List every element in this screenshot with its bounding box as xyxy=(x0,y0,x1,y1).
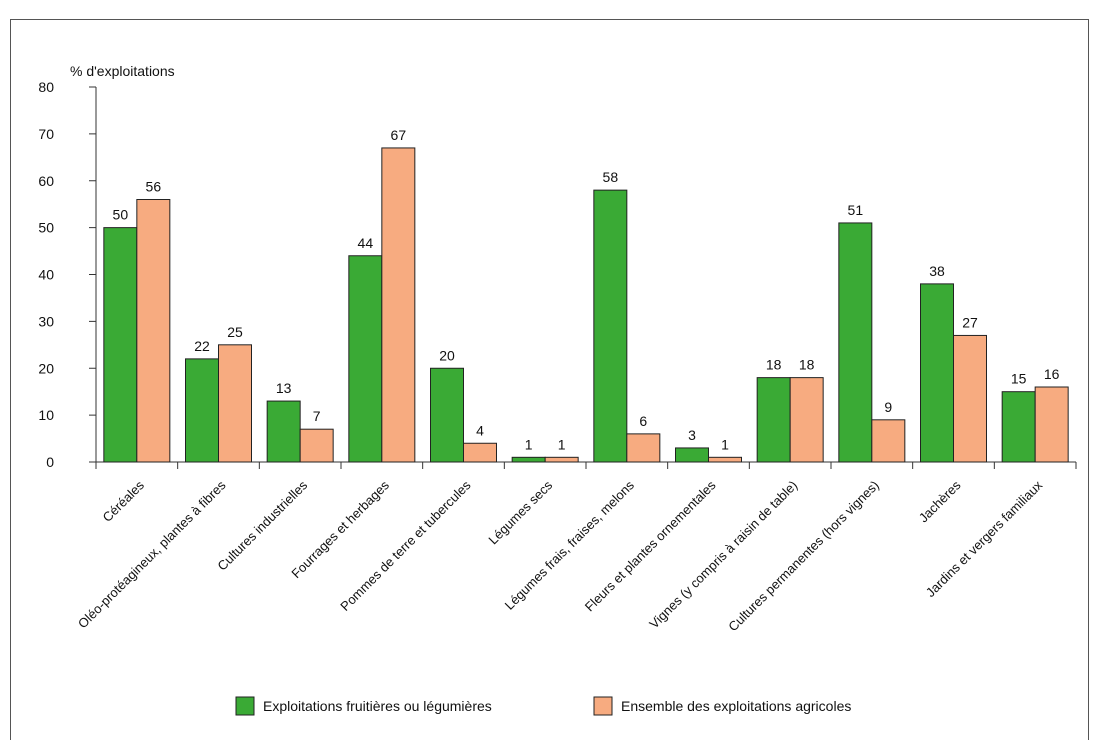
category-label: Céréales xyxy=(100,477,148,525)
category-label: Cultures permanentes (hors vignes) xyxy=(725,478,882,635)
bar-ensemble xyxy=(463,442,497,463)
bar-ensemble xyxy=(626,433,661,463)
y-tick-label: 30 xyxy=(38,313,54,329)
data-label: 51 xyxy=(848,202,864,218)
axes: 0 10 20 30 40 50 60 70 80 xyxy=(38,79,1077,470)
category-label: Fleurs et plantes ornementales xyxy=(582,477,719,614)
category-label: Vignes (y compris à raisin de table) xyxy=(646,478,800,632)
category-label: Pommes de terre et tubercules xyxy=(337,477,474,614)
bar-ensemble xyxy=(789,377,824,463)
value-labels: 50 56 22 25 13 7 44 67 20 4 1 1 58 6 3 1 18 18 51 9 38 27 15 16 xyxy=(113,127,1060,452)
bar-ensemble xyxy=(871,419,906,463)
legend-swatch-fruit-legume xyxy=(235,696,255,716)
data-label: 9 xyxy=(884,399,892,415)
data-label: 6 xyxy=(639,413,647,429)
category-label: Jachères xyxy=(916,477,964,525)
y-axis-label: % d'exploitations xyxy=(70,63,175,79)
data-label: 3 xyxy=(688,427,696,443)
bar-fruit-legume xyxy=(348,255,383,463)
data-label: 58 xyxy=(603,169,619,185)
bar-ensemble xyxy=(1034,386,1069,463)
y-tick-label: 20 xyxy=(38,360,54,376)
data-label: 56 xyxy=(146,179,162,195)
bar-fruit-legume xyxy=(185,358,219,463)
legend-swatch-ensemble xyxy=(593,696,613,716)
data-label: 20 xyxy=(439,347,455,363)
y-tick-label: 50 xyxy=(38,220,54,236)
bar-ensemble xyxy=(136,199,171,463)
data-label: 1 xyxy=(721,436,729,452)
data-label: 38 xyxy=(929,263,945,279)
bar-ensemble xyxy=(953,334,987,463)
bar-fruit-legume xyxy=(430,367,464,463)
data-label: 7 xyxy=(313,408,321,424)
category-label: Légumes secs xyxy=(485,477,555,547)
data-label: 50 xyxy=(113,207,129,223)
bar-fruit-legume xyxy=(1001,391,1036,463)
bar-fruit-legume xyxy=(593,189,628,463)
bar-ensemble xyxy=(381,147,416,463)
bar-fruit-legume xyxy=(266,400,301,463)
bar-ensemble xyxy=(299,428,334,463)
data-label: 44 xyxy=(358,235,374,251)
y-tick-label: 0 xyxy=(46,454,54,470)
bar-ensemble xyxy=(708,456,742,463)
bar-ensemble xyxy=(544,456,579,463)
y-tick-label: 80 xyxy=(38,79,54,95)
bar-ensemble xyxy=(218,344,252,463)
data-label: 18 xyxy=(799,357,815,373)
bar-fruit-legume xyxy=(103,227,138,463)
bar-fruit-legume xyxy=(511,456,546,463)
data-label: 1 xyxy=(558,436,566,452)
data-label: 13 xyxy=(276,380,292,396)
data-label: 27 xyxy=(962,314,978,330)
bar-fruit-legume xyxy=(675,447,709,463)
y-tick-label: 40 xyxy=(38,267,54,283)
bars xyxy=(103,147,1069,463)
data-label: 4 xyxy=(476,422,484,438)
category-label: Cultures industrielles xyxy=(214,477,310,573)
bar-fruit-legume xyxy=(756,377,791,463)
y-tick-label: 60 xyxy=(38,173,54,189)
bar-fruit-legume xyxy=(838,222,873,463)
data-label: 1 xyxy=(525,436,533,452)
data-label: 15 xyxy=(1011,371,1027,387)
category-label: Légumes frais, fraises, melons xyxy=(502,477,638,613)
panel-border xyxy=(10,19,1089,740)
data-label: 22 xyxy=(194,338,210,354)
data-label: 16 xyxy=(1044,366,1060,382)
category-label: Oléo-protéagineux, plantes à fibres xyxy=(75,477,229,631)
y-tick-label: 10 xyxy=(38,407,54,423)
y-tick-label: 70 xyxy=(38,126,54,142)
legend-label: Ensemble des exploitations agricoles xyxy=(621,698,851,714)
data-label: 25 xyxy=(227,324,243,340)
data-label: 18 xyxy=(766,357,782,373)
bar-fruit-legume xyxy=(920,283,954,463)
legend-label: Exploitations fruitières ou légumières xyxy=(263,698,492,714)
data-label: 67 xyxy=(391,127,407,143)
legend: Exploitations fruitières ou légumières En… xyxy=(235,696,851,716)
